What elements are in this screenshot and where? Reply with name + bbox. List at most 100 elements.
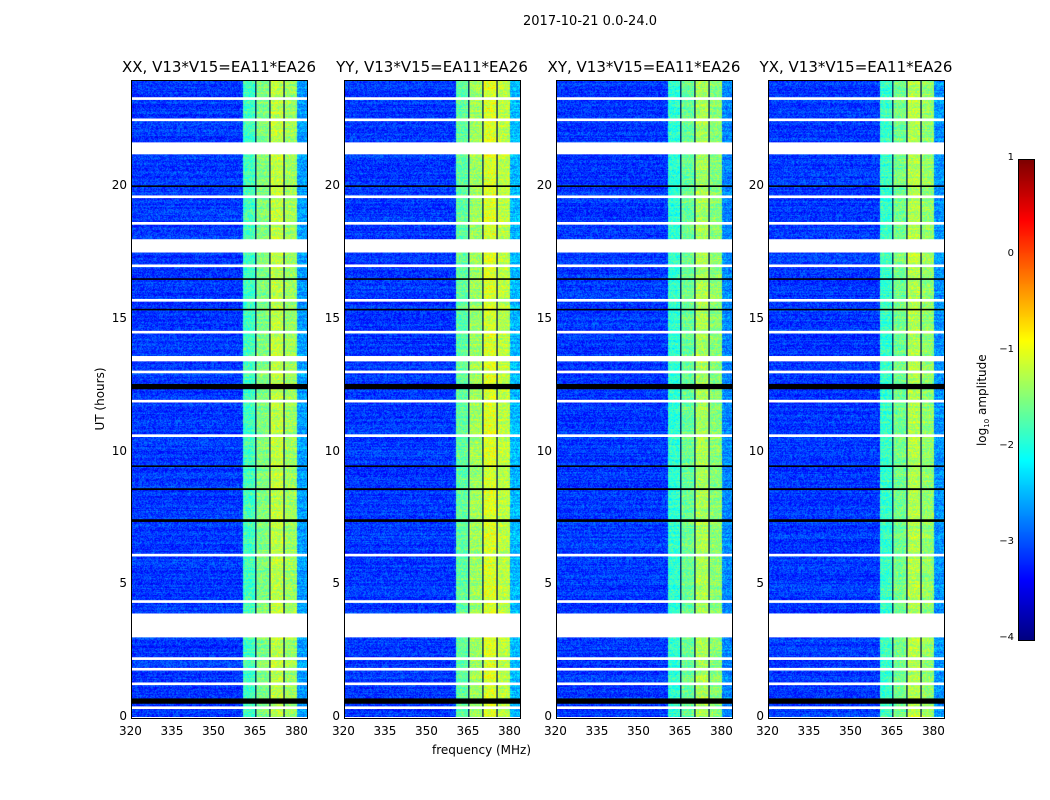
channel-gap bbox=[708, 80, 710, 717]
flagged-row bbox=[556, 97, 733, 100]
zero-row bbox=[131, 383, 308, 390]
flagged-row bbox=[344, 118, 521, 122]
x-tick-label: 335 bbox=[797, 724, 821, 738]
y-tick-label: 15 bbox=[536, 310, 552, 325]
x-tick-label: 365 bbox=[243, 724, 267, 738]
zero-row bbox=[556, 308, 733, 311]
flagged-row bbox=[131, 118, 308, 122]
axes-frame bbox=[131, 80, 308, 719]
y-tick-label: 15 bbox=[111, 310, 127, 325]
flagged-row bbox=[131, 221, 308, 225]
x-tick-label: 350 bbox=[838, 724, 862, 738]
flagged-row bbox=[344, 706, 521, 710]
x-tick-label: 335 bbox=[585, 724, 609, 738]
x-tick-label: 335 bbox=[160, 724, 184, 738]
zero-row bbox=[344, 308, 521, 311]
flagged-row bbox=[768, 399, 945, 403]
y-tick-label: 5 bbox=[544, 576, 552, 591]
y-tick-label: 5 bbox=[332, 576, 340, 591]
flagged-row bbox=[344, 434, 521, 437]
y-tick-label: 15 bbox=[748, 310, 764, 325]
flagged-row bbox=[556, 264, 733, 268]
flagged-row bbox=[131, 706, 308, 710]
x-tick-label: 380 bbox=[921, 724, 945, 738]
heatmap-panel bbox=[768, 80, 945, 719]
flagged-row bbox=[344, 600, 521, 603]
heatmap-panel bbox=[556, 80, 733, 719]
flagged-row bbox=[768, 221, 945, 225]
zero-row bbox=[768, 465, 945, 467]
flagged-row bbox=[768, 682, 945, 686]
zero-row bbox=[131, 465, 308, 467]
flagged-row bbox=[556, 298, 733, 302]
flagged-row bbox=[344, 239, 521, 253]
zero-row bbox=[344, 185, 521, 187]
flagged-row bbox=[768, 657, 945, 660]
x-tick-label: 365 bbox=[668, 724, 692, 738]
zero-row bbox=[768, 383, 945, 390]
colorbar-tick-label: −4 bbox=[999, 632, 1014, 643]
heatmap-panel bbox=[131, 80, 308, 719]
channel-gap bbox=[482, 80, 484, 717]
flagged-row bbox=[768, 195, 945, 199]
colorbar-tick-label: −1 bbox=[999, 344, 1014, 355]
y-axis-label: UT (hours) bbox=[93, 367, 107, 431]
x-tick-label: 320 bbox=[332, 724, 355, 738]
flagged-row bbox=[131, 356, 308, 362]
flagged-row bbox=[556, 370, 733, 374]
x-tick-label: 335 bbox=[373, 724, 397, 738]
zero-row bbox=[344, 383, 521, 390]
flagged-row bbox=[556, 667, 733, 671]
flagged-row bbox=[131, 370, 308, 374]
flagged-row bbox=[131, 667, 308, 671]
zero-row bbox=[344, 488, 521, 491]
x-axis-label: frequency (MHz) bbox=[432, 743, 532, 757]
y-tick-label: 5 bbox=[119, 576, 127, 591]
channel-gap bbox=[892, 80, 894, 717]
zero-row bbox=[344, 519, 521, 522]
axes-frame bbox=[768, 80, 945, 719]
flagged-row bbox=[768, 239, 945, 253]
flagged-row bbox=[768, 613, 945, 638]
zero-row bbox=[556, 488, 733, 491]
zero-row bbox=[131, 185, 308, 187]
x-tick-label: 380 bbox=[497, 724, 521, 738]
panel-title: XX, V13*V15=EA11*EA26 bbox=[121, 58, 316, 76]
flagged-row bbox=[131, 195, 308, 199]
flagged-row bbox=[131, 553, 308, 557]
x-tick-label: 320 bbox=[544, 724, 567, 738]
y-tick-label: 0 bbox=[756, 709, 764, 723]
flagged-row bbox=[556, 399, 733, 403]
colorbar-tick-label: −3 bbox=[999, 536, 1014, 547]
flagged-row bbox=[131, 657, 308, 660]
flagged-row bbox=[344, 330, 521, 334]
flagged-row bbox=[556, 613, 733, 638]
flagged-row bbox=[768, 370, 945, 374]
zero-row bbox=[768, 488, 945, 491]
flagged-row bbox=[768, 356, 945, 362]
zero-row bbox=[131, 278, 308, 280]
flagged-row bbox=[131, 142, 308, 155]
flagged-row bbox=[131, 682, 308, 686]
colorbar-tick-label: 0 bbox=[1007, 248, 1014, 259]
y-tick-label: 10 bbox=[111, 443, 127, 458]
flagged-row bbox=[131, 434, 308, 437]
panel-title: YY, V13*V15=EA11*EA26 bbox=[336, 58, 528, 76]
x-tick-label: 350 bbox=[201, 724, 225, 738]
flagged-row bbox=[556, 434, 733, 437]
y-tick-label: 20 bbox=[324, 178, 340, 193]
x-tick-label: 320 bbox=[119, 724, 142, 738]
zero-row bbox=[556, 519, 733, 522]
flagged-row bbox=[344, 142, 521, 155]
y-tick-label: 20 bbox=[748, 178, 764, 193]
colorbar-label: log10 amplitude bbox=[974, 354, 992, 447]
axes-frame bbox=[556, 80, 733, 719]
x-tick-label: 380 bbox=[284, 724, 308, 738]
flagged-row bbox=[344, 221, 521, 225]
flagged-row bbox=[768, 264, 945, 268]
zero-row bbox=[556, 698, 733, 704]
channel-gap bbox=[906, 80, 908, 717]
flagged-row bbox=[131, 239, 308, 253]
flagged-row bbox=[344, 97, 521, 100]
